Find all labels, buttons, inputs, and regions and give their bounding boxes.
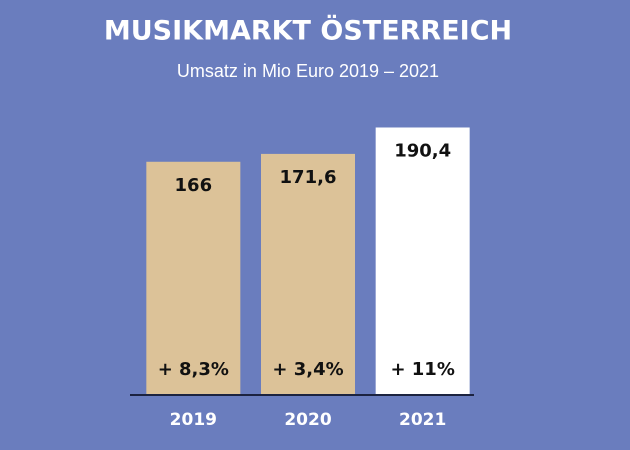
chart-subtitle: Umsatz in Mio Euro 2019 – 2021 [177, 61, 439, 81]
bar [375, 127, 470, 395]
value-label: 171,6 [280, 167, 337, 188]
bar [146, 161, 241, 395]
growth-label: + 3,4% [272, 359, 343, 380]
bar [261, 153, 355, 395]
x-tick-label: 2021 [399, 410, 446, 430]
growth-label: + 8,3% [158, 359, 229, 380]
value-label: 190,4 [394, 140, 451, 161]
value-label: 166 [175, 175, 213, 196]
growth-label: + 11% [390, 359, 454, 380]
x-tick-label: 2020 [284, 410, 331, 430]
chart-title: MUSIKMARKT ÖSTERREICH [104, 14, 512, 47]
x-tick-label: 2019 [170, 410, 217, 430]
